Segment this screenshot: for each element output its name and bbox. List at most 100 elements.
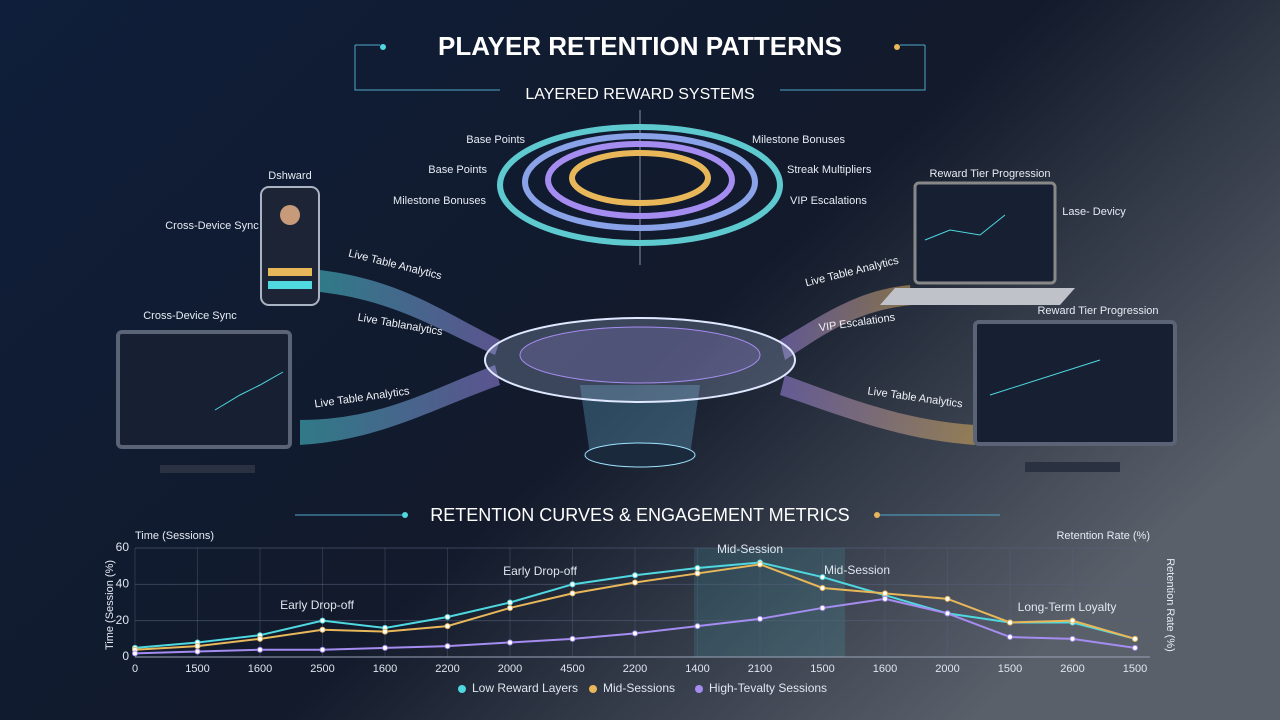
layer-label: Streak Multipliers [787, 164, 872, 176]
x-tick-label: 1400 [685, 663, 709, 675]
x-tick-label: 1500 [998, 663, 1022, 675]
flow-band [780, 375, 975, 445]
laptop-base [880, 288, 1075, 305]
ring [497, 124, 783, 246]
point [1007, 634, 1013, 641]
base [584, 442, 696, 468]
device-label: Cross-Device Sync [143, 310, 237, 322]
title: PLAYER RETENTION PATTERNS [438, 31, 842, 61]
point [944, 610, 951, 617]
point [1069, 635, 1076, 642]
dot [894, 44, 900, 50]
point [694, 623, 701, 630]
point [1132, 644, 1138, 651]
monitor [973, 320, 1177, 446]
y-tick-label: 0 [122, 649, 129, 663]
layer-label: Milestone Bonuses [752, 134, 845, 146]
point [444, 643, 451, 650]
point [382, 628, 388, 635]
stand [1025, 462, 1120, 472]
ring [545, 141, 735, 219]
x-tick-label: 0 [132, 663, 138, 675]
y-tick-label: 40 [116, 577, 130, 591]
point [132, 650, 138, 657]
y-tick-label: 60 [116, 540, 130, 554]
chart: RETENTION CURVES & ENGAGEMENT METRICS Ti… [104, 505, 1176, 695]
point [257, 646, 263, 653]
point [444, 623, 451, 630]
reward-rings: Base Points Base Points Milestone Bonuse… [393, 110, 872, 265]
x-tick-label: 2500 [310, 663, 334, 675]
legend-label: Mid-Sessions [603, 681, 675, 695]
dot [380, 44, 386, 50]
x-tick-label: 1600 [373, 663, 397, 675]
point [319, 617, 326, 624]
point [257, 635, 263, 642]
point [882, 590, 888, 597]
point [632, 579, 638, 586]
x-tick-label: 2100 [748, 663, 772, 675]
flow-band [320, 270, 500, 355]
table-top [484, 317, 796, 403]
subtitle: LAYERED REWARD SYSTEMS [525, 86, 754, 103]
point [1007, 619, 1013, 626]
point [632, 630, 638, 637]
device-label: Reward Tier Progression [929, 168, 1050, 180]
x-tick-label: 1500 [810, 663, 834, 675]
legend-label: High-Tevalty Sessions [709, 681, 827, 695]
laptop [913, 181, 1057, 285]
y-axis-label: Retention Rate (%) [1056, 530, 1150, 542]
annotation: Early Drop-off [280, 598, 354, 612]
legend-swatch [589, 685, 597, 693]
monitor [116, 330, 292, 449]
point [569, 590, 576, 597]
x-tick-label: 4500 [560, 663, 584, 675]
annotation: Mid-Session [717, 542, 783, 556]
point [507, 599, 513, 606]
ring [522, 133, 758, 231]
x-axis-label: Time (Sessions) [135, 530, 214, 542]
flow-band [300, 365, 500, 445]
annotation: Long-Term Loyalty [1018, 600, 1117, 614]
table [484, 317, 796, 468]
table-felt [519, 326, 761, 384]
device-label: Reward Tier Progression [1037, 305, 1158, 317]
screen-line [989, 359, 1101, 396]
layer-label: Milestone Bonuses [393, 195, 486, 207]
point [507, 639, 513, 646]
point [382, 644, 388, 651]
x-tick-label: 2200 [435, 663, 459, 675]
point [569, 581, 576, 588]
point [319, 646, 326, 653]
screen-line [214, 371, 284, 411]
side-label: Time (Session (%) [104, 560, 116, 650]
device-label: Cross-Device Sync [165, 220, 259, 232]
point [632, 572, 638, 579]
x-tick-label: 1600 [873, 663, 897, 675]
layer-label: VIP Escalations [790, 195, 867, 207]
point [819, 574, 826, 581]
x-tick-label: 2200 [623, 663, 647, 675]
point [944, 595, 951, 602]
x-tick-label: 1500 [1123, 663, 1147, 675]
beam [580, 385, 700, 455]
annotation: Early Drop-off [503, 564, 577, 578]
x-tick-label: 1600 [248, 663, 272, 675]
point [1132, 635, 1138, 642]
y-tick-label: 20 [116, 613, 130, 627]
annotation: Mid-Session [824, 563, 890, 577]
layer-label: Base Points [466, 134, 525, 146]
side-label: Retention Rate (%) [1164, 558, 1176, 652]
dot [402, 512, 408, 518]
point [819, 604, 826, 611]
point [757, 561, 763, 568]
legend-swatch [458, 685, 466, 693]
x-tick-label: 2600 [1060, 663, 1084, 675]
legend-swatch [695, 685, 703, 693]
bar [268, 268, 312, 276]
stand [160, 465, 255, 473]
bar [268, 281, 312, 289]
point [319, 626, 326, 633]
point [694, 564, 701, 571]
point [757, 615, 763, 622]
